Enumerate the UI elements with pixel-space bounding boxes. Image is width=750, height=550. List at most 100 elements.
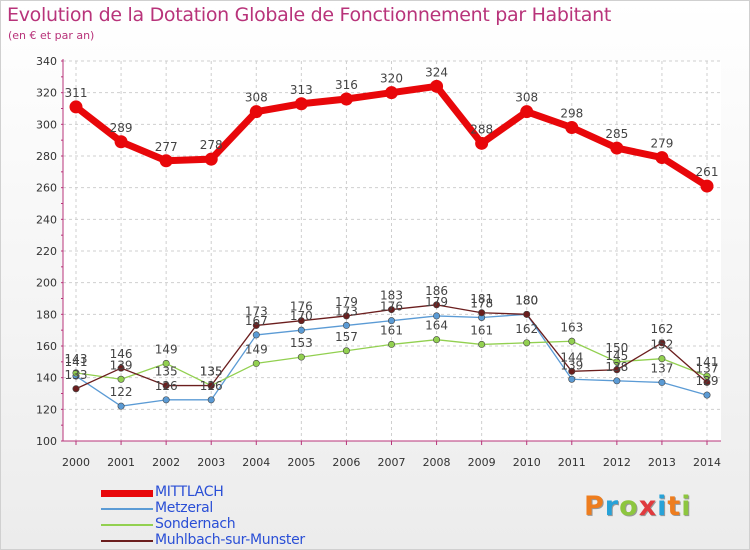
data-point: [294, 97, 308, 111]
data-point: [520, 105, 534, 119]
x-tick-label: 2011: [558, 456, 586, 469]
y-tick-label: 180: [36, 308, 57, 321]
x-tick-label: 2008: [423, 456, 451, 469]
y-tick-label: 260: [36, 182, 57, 195]
data-label: 183: [380, 289, 403, 303]
logo-letter: o: [619, 491, 639, 522]
data-label: 135: [155, 365, 178, 379]
data-point: [568, 337, 576, 345]
legend-swatch: [101, 524, 153, 526]
data-point: [387, 340, 395, 348]
x-tick-label: 2002: [152, 456, 180, 469]
data-point: [478, 309, 486, 317]
data-point: [385, 86, 398, 100]
data-point: [72, 369, 80, 377]
data-label: 126: [200, 379, 223, 393]
data-label: 149: [155, 342, 178, 356]
data-label: 149: [245, 342, 268, 356]
x-tick-label: 2010: [513, 456, 541, 469]
legend-swatch: [101, 540, 153, 542]
data-point: [613, 358, 621, 366]
data-point: [610, 141, 624, 155]
chart-title: Evolution de la Dotation Globale de Fonc…: [7, 4, 612, 26]
data-labels-layer: 311 289 277 278 308 313 316 320 324 288 308 298 285 2…: [65, 65, 719, 399]
data-point: [478, 340, 486, 348]
data-label: 170: [290, 309, 313, 323]
data-label: 289: [110, 121, 133, 135]
data-point: [475, 136, 489, 150]
data-label: 135: [200, 365, 223, 379]
data-point: [433, 312, 441, 320]
y-tick-label: 320: [36, 87, 57, 100]
data-label: 324: [425, 65, 448, 79]
data-label: 179: [335, 295, 358, 309]
data-point: [204, 152, 218, 166]
data-label: 152: [650, 338, 673, 352]
data-label: 320: [380, 72, 403, 86]
data-point: [523, 339, 531, 347]
data-label: 173: [335, 304, 358, 318]
y-tick-label: 100: [36, 435, 57, 448]
legend-label: Sondernach: [155, 516, 236, 532]
x-tick-label: 2007: [378, 456, 406, 469]
data-label: 180: [515, 293, 538, 307]
data-label: 278: [200, 138, 223, 152]
data-point: [523, 310, 531, 318]
data-label: 137: [696, 361, 719, 375]
data-point: [342, 312, 350, 320]
chart-grid: [63, 60, 721, 442]
data-label: 144: [560, 350, 583, 364]
data-label: 313: [290, 83, 313, 97]
x-tick-label: 2012: [603, 456, 631, 469]
data-point: [207, 396, 215, 404]
data-label: 167: [245, 314, 268, 328]
logo-letter: i: [681, 491, 692, 522]
data-point: [207, 382, 215, 390]
data-point: [613, 366, 621, 374]
series-layer: [69, 79, 714, 410]
data-label: 277: [155, 140, 178, 154]
x-tick-label: 2013: [648, 456, 676, 469]
logo-letter: t: [667, 491, 682, 522]
y-tick-label: 220: [36, 245, 57, 258]
logo-letter: P: [584, 491, 605, 522]
data-label: 186: [425, 284, 448, 298]
data-label: 261: [696, 165, 719, 179]
y-tick-label: 120: [36, 403, 57, 416]
data-point: [342, 321, 350, 329]
data-point: [339, 92, 353, 106]
legend-swatch: [101, 508, 153, 510]
data-label: 161: [470, 323, 493, 337]
data-point: [252, 331, 260, 339]
legend-label: Muhlbach-sur-Munster: [155, 532, 305, 548]
y-tick-label: 160: [36, 340, 57, 353]
data-point: [117, 364, 125, 372]
data-label: 164: [425, 319, 448, 333]
data-point: [252, 321, 260, 329]
data-point: [433, 336, 441, 344]
data-point: [117, 375, 125, 383]
data-point: [565, 121, 579, 134]
legend-label: Metzeral: [155, 500, 213, 516]
data-label: 162: [650, 322, 673, 336]
data-label: 178: [470, 297, 493, 311]
y-tick-label: 340: [36, 55, 57, 68]
data-point: [162, 396, 170, 404]
data-label: 288: [470, 122, 493, 136]
y-tick-label: 300: [36, 118, 57, 131]
legend-swatch: [101, 489, 153, 497]
x-tick-label: 2004: [242, 456, 270, 469]
data-point: [297, 353, 305, 361]
data-label: 137: [650, 361, 673, 375]
data-point: [117, 402, 125, 410]
x-tick-label: 2001: [107, 456, 135, 469]
data-label: 162: [515, 322, 538, 336]
data-point: [703, 391, 711, 399]
data-point: [159, 154, 173, 168]
data-point: [568, 375, 576, 383]
data-point: [114, 135, 128, 149]
data-point: [433, 301, 441, 309]
data-label: 150: [605, 341, 628, 355]
